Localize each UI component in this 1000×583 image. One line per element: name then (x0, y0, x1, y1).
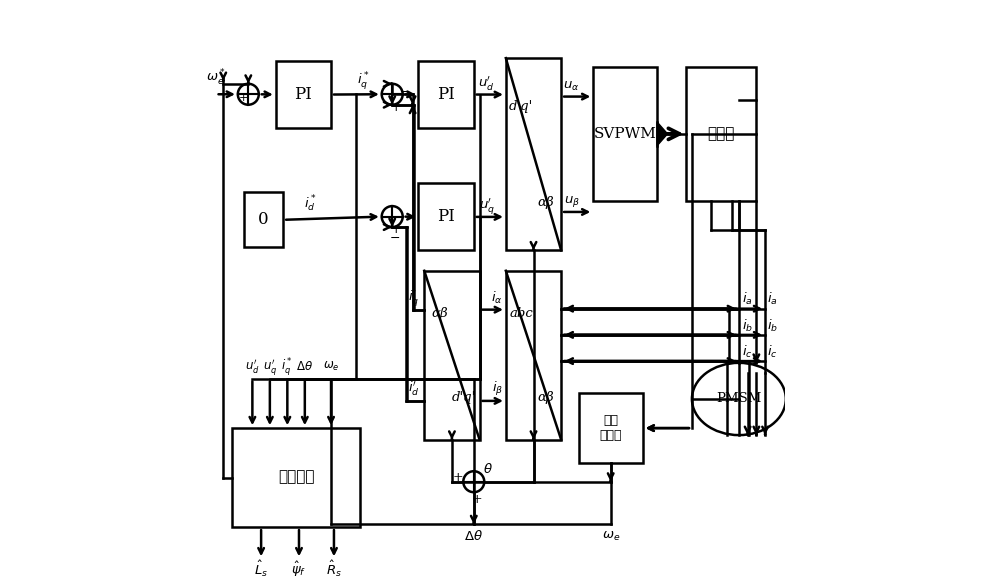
Bar (276, 61, 331, 128)
Bar (424, 271, 480, 440)
Text: $\Delta\theta$: $\Delta\theta$ (296, 360, 313, 374)
Text: $i_d'$: $i_d'$ (408, 380, 420, 398)
Text: $i_b$: $i_b$ (767, 318, 778, 333)
Text: $i_\beta$: $i_\beta$ (492, 380, 503, 398)
Text: $u_q'$: $u_q'$ (479, 196, 495, 216)
Text: $\omega_e$: $\omega_e$ (602, 530, 620, 543)
Text: $\hat{R}_s$: $\hat{R}_s$ (326, 559, 342, 580)
Text: 位置
传感器: 位置 传感器 (599, 414, 622, 442)
Text: $i_c$: $i_c$ (767, 344, 777, 360)
Text: αβ: αβ (537, 391, 554, 404)
Text: $\Delta\theta$: $\Delta\theta$ (464, 529, 483, 543)
Text: $\theta$: $\theta$ (483, 462, 493, 476)
Text: PI: PI (294, 86, 312, 103)
Text: d'q': d'q' (509, 100, 533, 113)
Text: −: − (400, 86, 410, 99)
Bar (506, 58, 561, 251)
Text: $i_c$: $i_c$ (742, 344, 753, 360)
Bar (579, 393, 643, 463)
Text: +: + (471, 493, 482, 505)
Text: abc: abc (509, 307, 533, 319)
Text: $u_d'$: $u_d'$ (478, 75, 495, 93)
Text: $u_q'$: $u_q'$ (263, 357, 277, 377)
Bar (244, 192, 283, 248)
Text: $i_q'$: $i_q'$ (408, 288, 420, 308)
Text: d'q': d'q' (452, 391, 476, 404)
Text: +: + (391, 101, 402, 114)
Text: $i_a$: $i_a$ (742, 292, 753, 307)
Text: 逆变器: 逆变器 (708, 127, 735, 141)
Text: $i_d^*$: $i_d^*$ (304, 194, 317, 214)
Text: $i_\alpha$: $i_\alpha$ (491, 290, 503, 306)
Text: αβ: αβ (431, 307, 448, 319)
Polygon shape (657, 122, 668, 146)
Text: $i_b$: $i_b$ (742, 318, 753, 333)
Text: $\omega_e$: $\omega_e$ (323, 360, 339, 374)
Text: $\omega_e^*$: $\omega_e^*$ (206, 68, 226, 88)
Bar (418, 184, 474, 251)
Bar (232, 428, 360, 527)
Text: +: + (239, 93, 248, 103)
Text: $u_\beta$: $u_\beta$ (564, 194, 580, 209)
Text: SVPWM: SVPWM (594, 127, 657, 141)
Text: $\hat{L}_s$: $\hat{L}_s$ (254, 559, 268, 580)
Bar (418, 61, 474, 128)
Text: $i_q^*$: $i_q^*$ (357, 71, 369, 93)
Text: PMSM: PMSM (716, 392, 762, 405)
Text: 0: 0 (258, 211, 269, 229)
Text: $u_d'$: $u_d'$ (245, 358, 260, 376)
Text: −: − (389, 232, 400, 245)
Text: $i_a$: $i_a$ (767, 292, 777, 307)
Text: $u_\alpha$: $u_\alpha$ (563, 79, 580, 93)
Bar (593, 67, 657, 201)
Text: αβ: αβ (537, 196, 554, 209)
Text: +: + (391, 223, 402, 236)
Text: $\hat{\psi}_f$: $\hat{\psi}_f$ (291, 560, 307, 579)
Text: +: + (452, 470, 463, 483)
Text: PI: PI (437, 208, 455, 226)
Bar (506, 271, 561, 440)
Text: 参数辨识: 参数辨识 (278, 470, 314, 484)
Bar (686, 67, 756, 201)
Text: $i_q^*$: $i_q^*$ (281, 356, 293, 378)
Text: PI: PI (437, 86, 455, 103)
